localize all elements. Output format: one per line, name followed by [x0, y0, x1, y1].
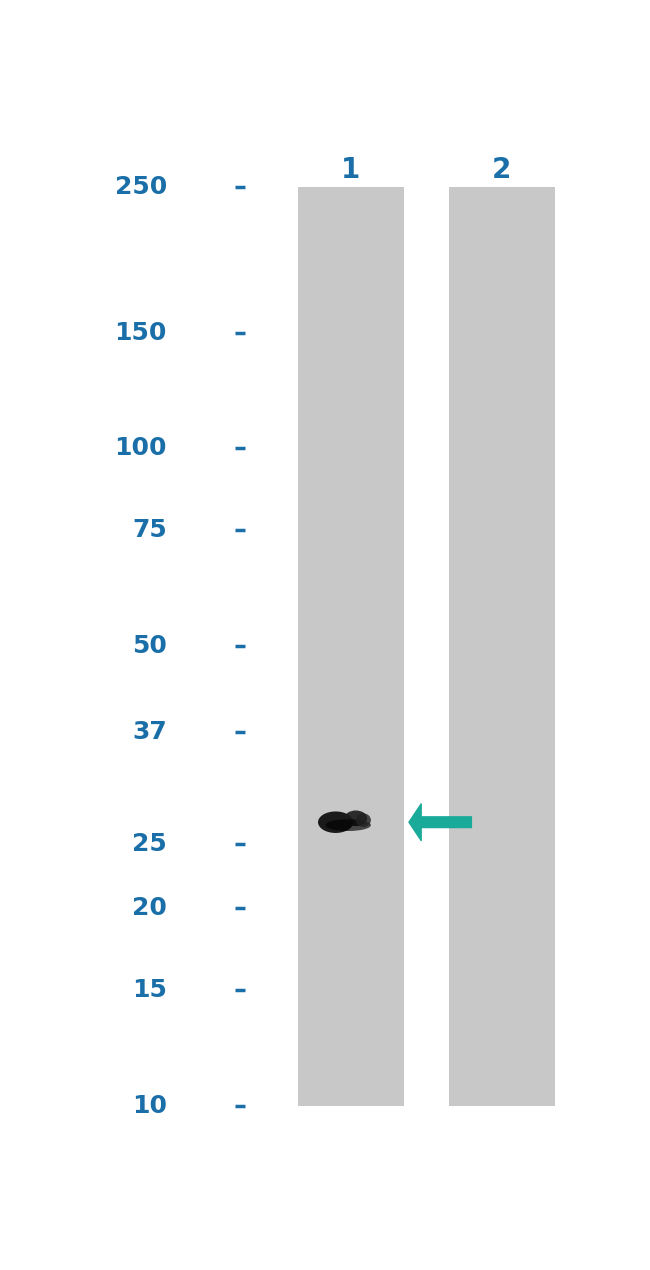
Text: 37: 37	[132, 720, 167, 744]
Text: 2: 2	[492, 156, 512, 184]
Text: 1: 1	[341, 156, 360, 184]
Text: 25: 25	[132, 832, 167, 856]
Ellipse shape	[318, 812, 354, 833]
Ellipse shape	[344, 810, 367, 826]
Bar	[298, 187, 404, 1106]
Text: 20: 20	[132, 895, 167, 919]
Bar	[449, 187, 554, 1106]
Text: 100: 100	[114, 437, 167, 460]
Text: 15: 15	[132, 978, 167, 1002]
Ellipse shape	[326, 819, 371, 831]
Text: 75: 75	[132, 518, 167, 542]
Ellipse shape	[356, 813, 371, 827]
Text: 250: 250	[114, 175, 167, 198]
Text: 150: 150	[114, 320, 167, 344]
Text: 50: 50	[132, 634, 167, 658]
Text: 10: 10	[132, 1093, 167, 1118]
